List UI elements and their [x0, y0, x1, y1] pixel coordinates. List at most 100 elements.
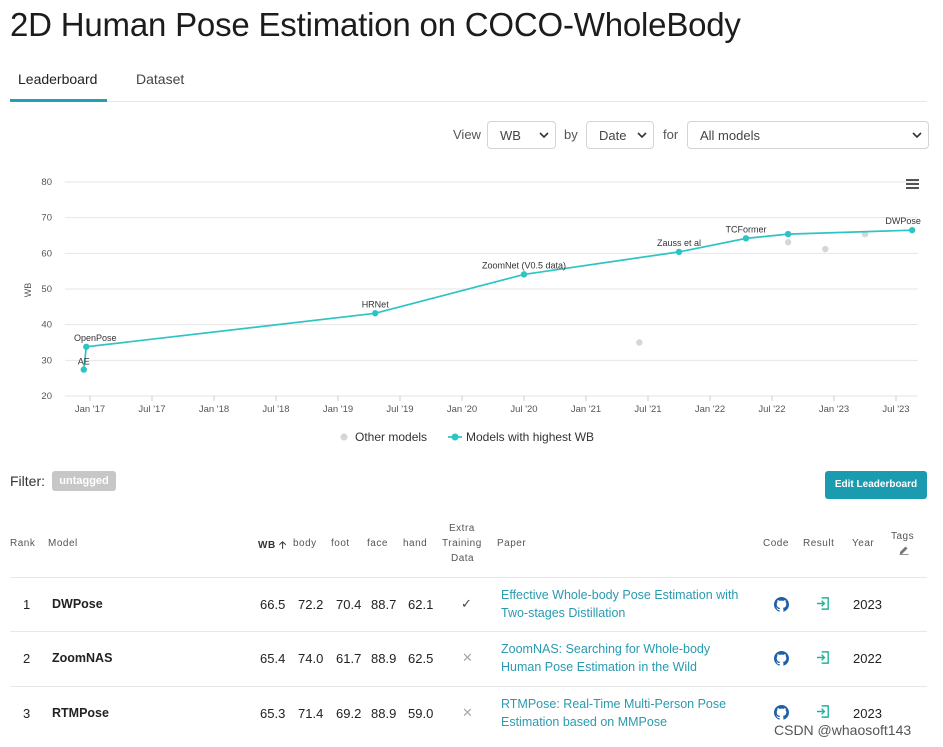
point-labels: AE OpenPose HRNet ZoomNet (V0.5 data) Zauss …: [74, 216, 921, 366]
x-axis: Jan '17 Jul '17 Jan '18 Jul '18 Jan '19 Jul '…: [75, 396, 910, 415]
paper-link[interactable]: ZoomNAS: Searching for Whole-body Human …: [501, 640, 761, 676]
by-select[interactable]: Date: [586, 121, 654, 149]
chart-controls: View WB by Date for All models: [0, 121, 943, 149]
th-extra-3[interactable]: Data: [451, 553, 475, 564]
legend-other[interactable]: Other models: [355, 430, 427, 444]
cell-model[interactable]: ZoomNAS: [52, 651, 113, 665]
sota-point: [675, 248, 683, 256]
sota-line: [82, 229, 913, 370]
th-tags[interactable]: Tags: [891, 531, 915, 542]
th-face[interactable]: face: [367, 538, 388, 549]
result-icon[interactable]: [816, 704, 831, 719]
x-tick-label: Jul '19: [386, 404, 413, 415]
y-tick-label: 40: [41, 320, 52, 331]
sota-point: [372, 310, 379, 317]
cell-wb: 65.4: [260, 651, 286, 666]
filter-tag-untagged[interactable]: untagged: [52, 471, 116, 491]
y-axis-label: WB: [23, 283, 33, 298]
y-tick-label: 80: [41, 177, 52, 188]
chart-grid: [65, 181, 918, 397]
x-tick-label: Jul '21: [634, 404, 661, 415]
result-icon[interactable]: [816, 596, 831, 611]
th-extra-2[interactable]: Training: [442, 538, 482, 549]
edit-leaderboard-button[interactable]: Edit Leaderboard: [825, 471, 927, 499]
x-tick-label: Jan '20: [447, 404, 477, 415]
tab-leaderboard[interactable]: Leaderboard: [18, 71, 98, 87]
for-label: for: [663, 127, 679, 142]
sota-point: [742, 235, 750, 242]
x-tick-label: Jan '22: [695, 404, 725, 415]
cell-face: 88.9: [371, 706, 397, 721]
cell-rank: 1: [23, 597, 31, 612]
cell-body: 71.4: [298, 706, 324, 721]
filter-label: Filter:: [10, 473, 45, 489]
cell-year: 2023: [853, 597, 882, 612]
github-icon[interactable]: [774, 597, 789, 612]
chart-legend: Other models Models with highest WB: [340, 430, 594, 444]
sota-point-label: HRNet: [362, 299, 390, 309]
view-select-value: WB: [500, 128, 521, 143]
th-body[interactable]: body: [293, 538, 317, 549]
row-divider: [10, 577, 927, 578]
for-select[interactable]: All models: [687, 121, 929, 149]
th-foot[interactable]: foot: [331, 538, 350, 549]
y-tick-label: 50: [41, 284, 52, 295]
th-result[interactable]: Result: [803, 538, 835, 549]
github-icon[interactable]: [774, 705, 789, 720]
cell-model[interactable]: DWPose: [52, 597, 103, 611]
github-icon[interactable]: [774, 651, 789, 666]
th-rank[interactable]: Rank: [10, 538, 36, 549]
y-tick-label: 60: [41, 248, 52, 259]
paper-title-line-1: RTMPose: Real-Time Multi-Person Pose: [501, 697, 727, 711]
paper-title-line-1: Effective Whole-body Pose Estimation wit…: [501, 588, 739, 602]
th-code[interactable]: Code: [763, 538, 789, 549]
result-icon[interactable]: [816, 650, 831, 665]
sota-point-label: ZoomNet (V0.5 data): [482, 260, 566, 270]
paper-link[interactable]: RTMPose: Real-Time Multi-Person Pose Est…: [501, 695, 761, 731]
view-label: View: [453, 127, 481, 142]
chevron-down-icon: [637, 132, 647, 139]
cell-foot: 70.4: [336, 597, 362, 612]
cell-wb: 65.3: [260, 706, 286, 721]
x-tick-label: Jan '17: [75, 404, 105, 415]
cell-foot: 61.7: [336, 651, 362, 666]
sota-point-label: OpenPose: [74, 333, 117, 343]
legend-other-marker: [340, 433, 348, 441]
cell-body: 74.0: [298, 651, 324, 666]
paper-link[interactable]: Effective Whole-body Pose Estimation wit…: [501, 586, 761, 622]
x-tick-label: Jul '22: [758, 404, 785, 415]
chevron-down-icon: [539, 132, 549, 139]
sota-point: [80, 366, 88, 373]
x-tick-label: Jan '21: [571, 404, 601, 415]
cell-hand: 59.0: [408, 706, 434, 721]
th-paper[interactable]: Paper: [497, 538, 527, 549]
legend-sota[interactable]: Models with highest WB: [466, 430, 594, 444]
x-tick-label: Jan '18: [199, 404, 229, 415]
paper-title-line-2: Two-stages Distillation: [501, 606, 626, 620]
tab-dataset[interactable]: Dataset: [136, 71, 185, 87]
x-tick-label: Jan '23: [819, 404, 849, 415]
y-axis: 20 30 40 50 60 70 80: [41, 177, 52, 402]
th-wb-label: WB: [258, 540, 276, 551]
cell-model[interactable]: RTMPose: [52, 706, 109, 720]
sota-point-label: TCFormer: [725, 224, 766, 234]
row-divider: [10, 631, 927, 632]
x-tick-label: Jul '17: [138, 404, 165, 415]
cell-hand: 62.1: [408, 597, 434, 612]
cell-wb: 66.5: [260, 597, 286, 612]
th-hand[interactable]: hand: [403, 538, 428, 549]
menu-icon[interactable]: [906, 179, 919, 189]
th-wb[interactable]: WB 🡡: [258, 538, 287, 555]
th-model[interactable]: Model: [48, 538, 78, 549]
sota-point: [784, 230, 792, 238]
sota-point-label: AE: [78, 357, 90, 367]
view-select[interactable]: WB: [487, 121, 556, 149]
x-tick-label: Jan '19: [323, 404, 353, 415]
th-extra-1[interactable]: Extra: [449, 523, 475, 534]
edit-tags-icon[interactable]: [899, 545, 909, 555]
x-tick-label: Jul '20: [510, 404, 537, 415]
by-label: by: [564, 127, 578, 142]
cell-face: 88.9: [371, 651, 397, 666]
cell-hand: 62.5: [408, 651, 434, 666]
th-year[interactable]: Year: [852, 538, 875, 549]
